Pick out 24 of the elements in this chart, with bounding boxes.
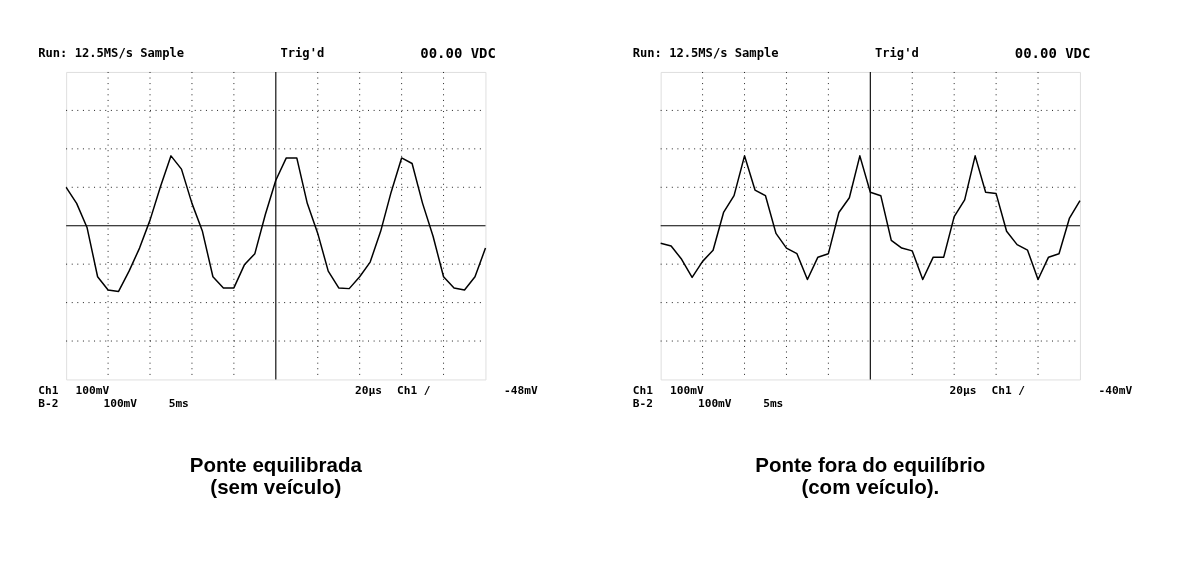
text: 100mV: [669, 384, 704, 398]
text: 100mV: [697, 397, 732, 411]
text: 100mV: [103, 397, 138, 411]
text: 20µs: [355, 384, 382, 398]
text: 5ms: [168, 397, 189, 411]
text: Trig'd: [280, 46, 325, 61]
text: Run: 12.5MS/s Sample: [632, 46, 779, 61]
text: B-2: [38, 397, 59, 411]
text: Ch1: [632, 384, 654, 398]
text: 100mV: [75, 384, 110, 398]
text: Ch1: [38, 384, 59, 398]
text: -48mV: [504, 384, 539, 398]
text: 00.00 VDC: [420, 45, 496, 61]
text: Ch1 /: [396, 384, 431, 398]
text: 20µs: [949, 384, 977, 398]
text: 5ms: [763, 397, 784, 411]
text: Run: 12.5MS/s Sample: [38, 46, 185, 61]
text: Ponte fora do equilíbrio (com veículo).: [755, 452, 986, 499]
text: Ch1 /: [991, 384, 1026, 398]
text: B-2: [632, 397, 653, 411]
text: Trig'd: [874, 46, 919, 61]
text: Ponte equilibrada (sem veículo): [189, 452, 363, 499]
text: 00.00 VDC: [1014, 45, 1091, 61]
text: -40mV: [1098, 384, 1133, 398]
